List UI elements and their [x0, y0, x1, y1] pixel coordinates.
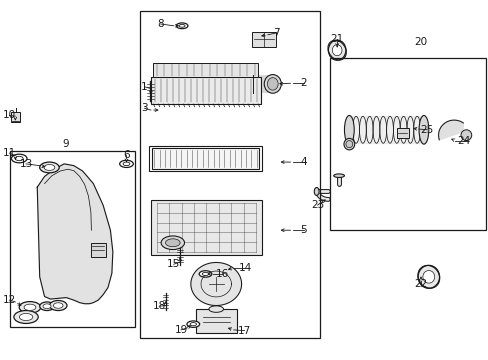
Ellipse shape — [179, 24, 184, 27]
Ellipse shape — [14, 311, 38, 323]
Polygon shape — [190, 262, 241, 306]
Text: 3: 3 — [141, 103, 147, 113]
Text: 12: 12 — [3, 295, 16, 305]
Ellipse shape — [20, 314, 33, 320]
Text: 15: 15 — [167, 259, 180, 269]
Text: 16: 16 — [216, 269, 229, 279]
Text: 5: 5 — [300, 225, 306, 235]
Ellipse shape — [40, 302, 54, 311]
Text: 25: 25 — [420, 125, 433, 135]
Bar — [251, 32, 276, 47]
Ellipse shape — [264, 75, 281, 93]
Ellipse shape — [120, 160, 133, 167]
Text: 2: 2 — [300, 78, 306, 88]
Bar — [153, 63, 258, 77]
Ellipse shape — [202, 273, 208, 275]
Ellipse shape — [328, 40, 345, 60]
Ellipse shape — [49, 301, 67, 311]
Text: 13: 13 — [20, 159, 33, 169]
Ellipse shape — [333, 174, 344, 177]
Bar — [253, 75, 272, 93]
Bar — [151, 200, 262, 255]
Ellipse shape — [208, 306, 223, 312]
Bar — [329, 58, 485, 230]
Bar — [195, 309, 237, 333]
Ellipse shape — [314, 188, 319, 195]
Ellipse shape — [44, 165, 55, 170]
Ellipse shape — [344, 116, 353, 144]
Text: 11: 11 — [3, 148, 16, 158]
Bar — [149, 145, 261, 171]
Ellipse shape — [165, 239, 180, 247]
Ellipse shape — [418, 116, 428, 144]
Ellipse shape — [43, 304, 51, 309]
Text: 1: 1 — [141, 82, 147, 92]
Text: 24: 24 — [456, 136, 469, 145]
Bar — [140, 12, 320, 338]
Ellipse shape — [40, 162, 59, 173]
Bar — [11, 112, 20, 122]
Ellipse shape — [190, 323, 196, 326]
Ellipse shape — [19, 302, 41, 313]
Ellipse shape — [11, 154, 27, 163]
Polygon shape — [438, 120, 463, 140]
Bar — [152, 148, 259, 169]
Ellipse shape — [343, 138, 354, 150]
Ellipse shape — [15, 156, 23, 161]
Text: 19: 19 — [174, 325, 187, 335]
Text: 18: 18 — [152, 301, 165, 311]
Text: 4: 4 — [300, 157, 306, 167]
Text: 21: 21 — [330, 34, 343, 44]
Text: 17: 17 — [237, 325, 251, 336]
Ellipse shape — [176, 23, 187, 29]
Ellipse shape — [199, 271, 211, 277]
Ellipse shape — [186, 321, 199, 327]
Ellipse shape — [460, 130, 471, 140]
Ellipse shape — [345, 140, 352, 148]
Text: 9: 9 — [62, 139, 69, 149]
Text: 6: 6 — [123, 150, 129, 160]
Text: 14: 14 — [238, 263, 252, 273]
Bar — [151, 77, 260, 104]
Text: 10: 10 — [3, 111, 16, 121]
Ellipse shape — [53, 303, 63, 308]
Text: 23: 23 — [310, 200, 324, 210]
Ellipse shape — [417, 265, 439, 288]
Text: 8: 8 — [157, 19, 163, 29]
Text: 20: 20 — [414, 37, 427, 47]
Ellipse shape — [422, 270, 434, 283]
Polygon shape — [37, 164, 113, 304]
Ellipse shape — [332, 45, 341, 56]
Text: 22: 22 — [413, 279, 427, 289]
Ellipse shape — [267, 78, 278, 90]
Bar — [10, 151, 135, 327]
Bar — [91, 243, 105, 257]
Ellipse shape — [123, 162, 130, 166]
Ellipse shape — [24, 304, 36, 310]
Ellipse shape — [161, 236, 184, 249]
Text: 7: 7 — [272, 28, 279, 38]
Bar — [396, 128, 408, 138]
